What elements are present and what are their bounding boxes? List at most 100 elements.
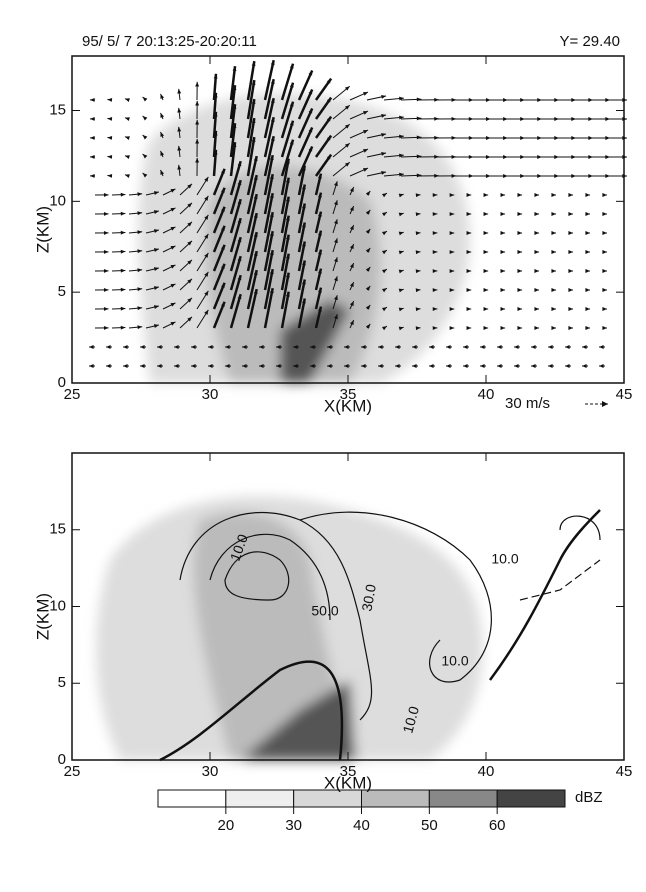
- wind-vector-head: [534, 231, 539, 235]
- wind-vector-head: [602, 326, 607, 330]
- wind-vector-head: [121, 231, 126, 235]
- wind-vector-head: [517, 269, 522, 273]
- wind-vector-head: [467, 269, 472, 273]
- wind-vector-head: [104, 231, 109, 235]
- wind-vector-head: [548, 345, 553, 349]
- header-time: 95/ 5/ 7 20:13:25-20:20:11: [82, 33, 257, 50]
- x-tick-label: 30: [202, 386, 219, 403]
- wind-vector-head: [568, 231, 573, 235]
- wind-vector-head: [417, 116, 422, 120]
- wind-vector-head: [551, 212, 556, 216]
- wind-vector-head: [514, 364, 519, 368]
- contour-label: 50.0: [311, 603, 338, 619]
- wind-vector-head: [121, 212, 126, 216]
- wind-vector-head: [446, 364, 451, 368]
- wind-vector-head: [585, 326, 590, 330]
- wind-vector-head: [534, 307, 539, 311]
- colorbar-tick-label: 20: [217, 817, 234, 834]
- wind-vector-head: [429, 364, 434, 368]
- colorbar-cell: [294, 790, 362, 807]
- wind-vector-head: [484, 250, 489, 254]
- wind-vector-head: [500, 250, 505, 254]
- x-tick-label: 25: [64, 386, 81, 403]
- wind-vector-head: [106, 364, 111, 368]
- wind-vector-head: [125, 174, 130, 178]
- wind-vector-head: [585, 231, 590, 235]
- wind-vector-head: [568, 212, 573, 216]
- wind-vector-head: [121, 250, 126, 254]
- wind-vector-head: [585, 288, 590, 292]
- wind-vector-head: [463, 345, 468, 349]
- wind-vector-head: [500, 231, 505, 235]
- wind-vector-head: [585, 250, 590, 254]
- wind-vector-head: [517, 250, 522, 254]
- colorbar-cell: [362, 790, 430, 807]
- reflectivity-shading: [138, 93, 470, 383]
- wind-vector-head: [534, 288, 539, 292]
- wind-vector-head: [500, 212, 505, 216]
- wind-vector-head: [467, 212, 472, 216]
- wind-vector-head: [599, 345, 604, 349]
- wind-vector-head: [534, 250, 539, 254]
- wind-vector-head: [125, 98, 130, 102]
- wind-vector-head: [480, 364, 485, 368]
- colorbar-tick-label: 50: [421, 817, 438, 834]
- wind-vector-head: [160, 94, 164, 99]
- wind-vector-head: [500, 269, 505, 273]
- wind-vector-head: [531, 364, 536, 368]
- colorbar-unit: dBZ: [575, 789, 603, 806]
- wind-vector-head: [104, 288, 109, 292]
- wind-vector-head: [582, 345, 587, 349]
- wind-vector-head: [467, 193, 472, 197]
- wind-vector-head: [517, 307, 522, 311]
- colorbar-cell: [497, 790, 565, 807]
- wind-vector-head: [412, 364, 417, 368]
- wind-vector-head: [104, 193, 109, 197]
- wind-vector-head: [467, 288, 472, 292]
- colorbar-cell: [226, 790, 294, 807]
- wind-vector-head: [90, 174, 95, 178]
- wind-vector-head: [90, 155, 95, 159]
- wind-vector-head: [582, 364, 587, 368]
- wind-vector-head: [602, 288, 607, 292]
- wind-vector-head: [585, 269, 590, 273]
- colorbar-cell: [158, 790, 226, 807]
- wind-vector-head: [160, 113, 164, 118]
- wind-vector-head: [517, 193, 522, 197]
- x-tick-label: 40: [478, 386, 495, 403]
- wind-vector-head: [602, 212, 607, 216]
- contour-label: 10.0: [441, 653, 468, 669]
- x-tick-label: 45: [616, 386, 633, 403]
- y-tick-label: 15: [49, 521, 66, 538]
- wind-vector-head: [484, 307, 489, 311]
- wind-vector-head: [497, 364, 502, 368]
- wind-vector-head: [90, 117, 95, 121]
- wind-vector-head: [195, 101, 199, 106]
- wind-vector-head: [517, 231, 522, 235]
- x-axis-label: X(KM): [324, 773, 372, 792]
- y-tick-label: 5: [58, 283, 66, 300]
- wind-vector-head: [551, 269, 556, 273]
- wind-vector-head: [602, 250, 607, 254]
- y-tick-label: 15: [49, 101, 66, 118]
- wind-vector-head: [140, 364, 145, 368]
- wind-vector-head: [123, 364, 128, 368]
- wind-vector-head: [480, 345, 485, 349]
- wind-vector-head: [121, 269, 126, 273]
- wind-vector-head: [500, 326, 505, 330]
- wind-vector-head: [143, 135, 148, 139]
- wind-vector-head: [125, 136, 130, 140]
- wind-vector-head: [484, 288, 489, 292]
- wind-vector-head: [568, 250, 573, 254]
- wind-vector-head: [585, 193, 590, 197]
- wind-vector-head: [602, 193, 607, 197]
- wind-vector-head: [551, 326, 556, 330]
- wind-vector-head: [602, 231, 607, 235]
- wind-vector-head: [551, 231, 556, 235]
- colorbar-tick-label: 40: [353, 817, 370, 834]
- wind-vector-head: [551, 250, 556, 254]
- wind-vector-head: [517, 326, 522, 330]
- wind-vector-head: [90, 98, 95, 102]
